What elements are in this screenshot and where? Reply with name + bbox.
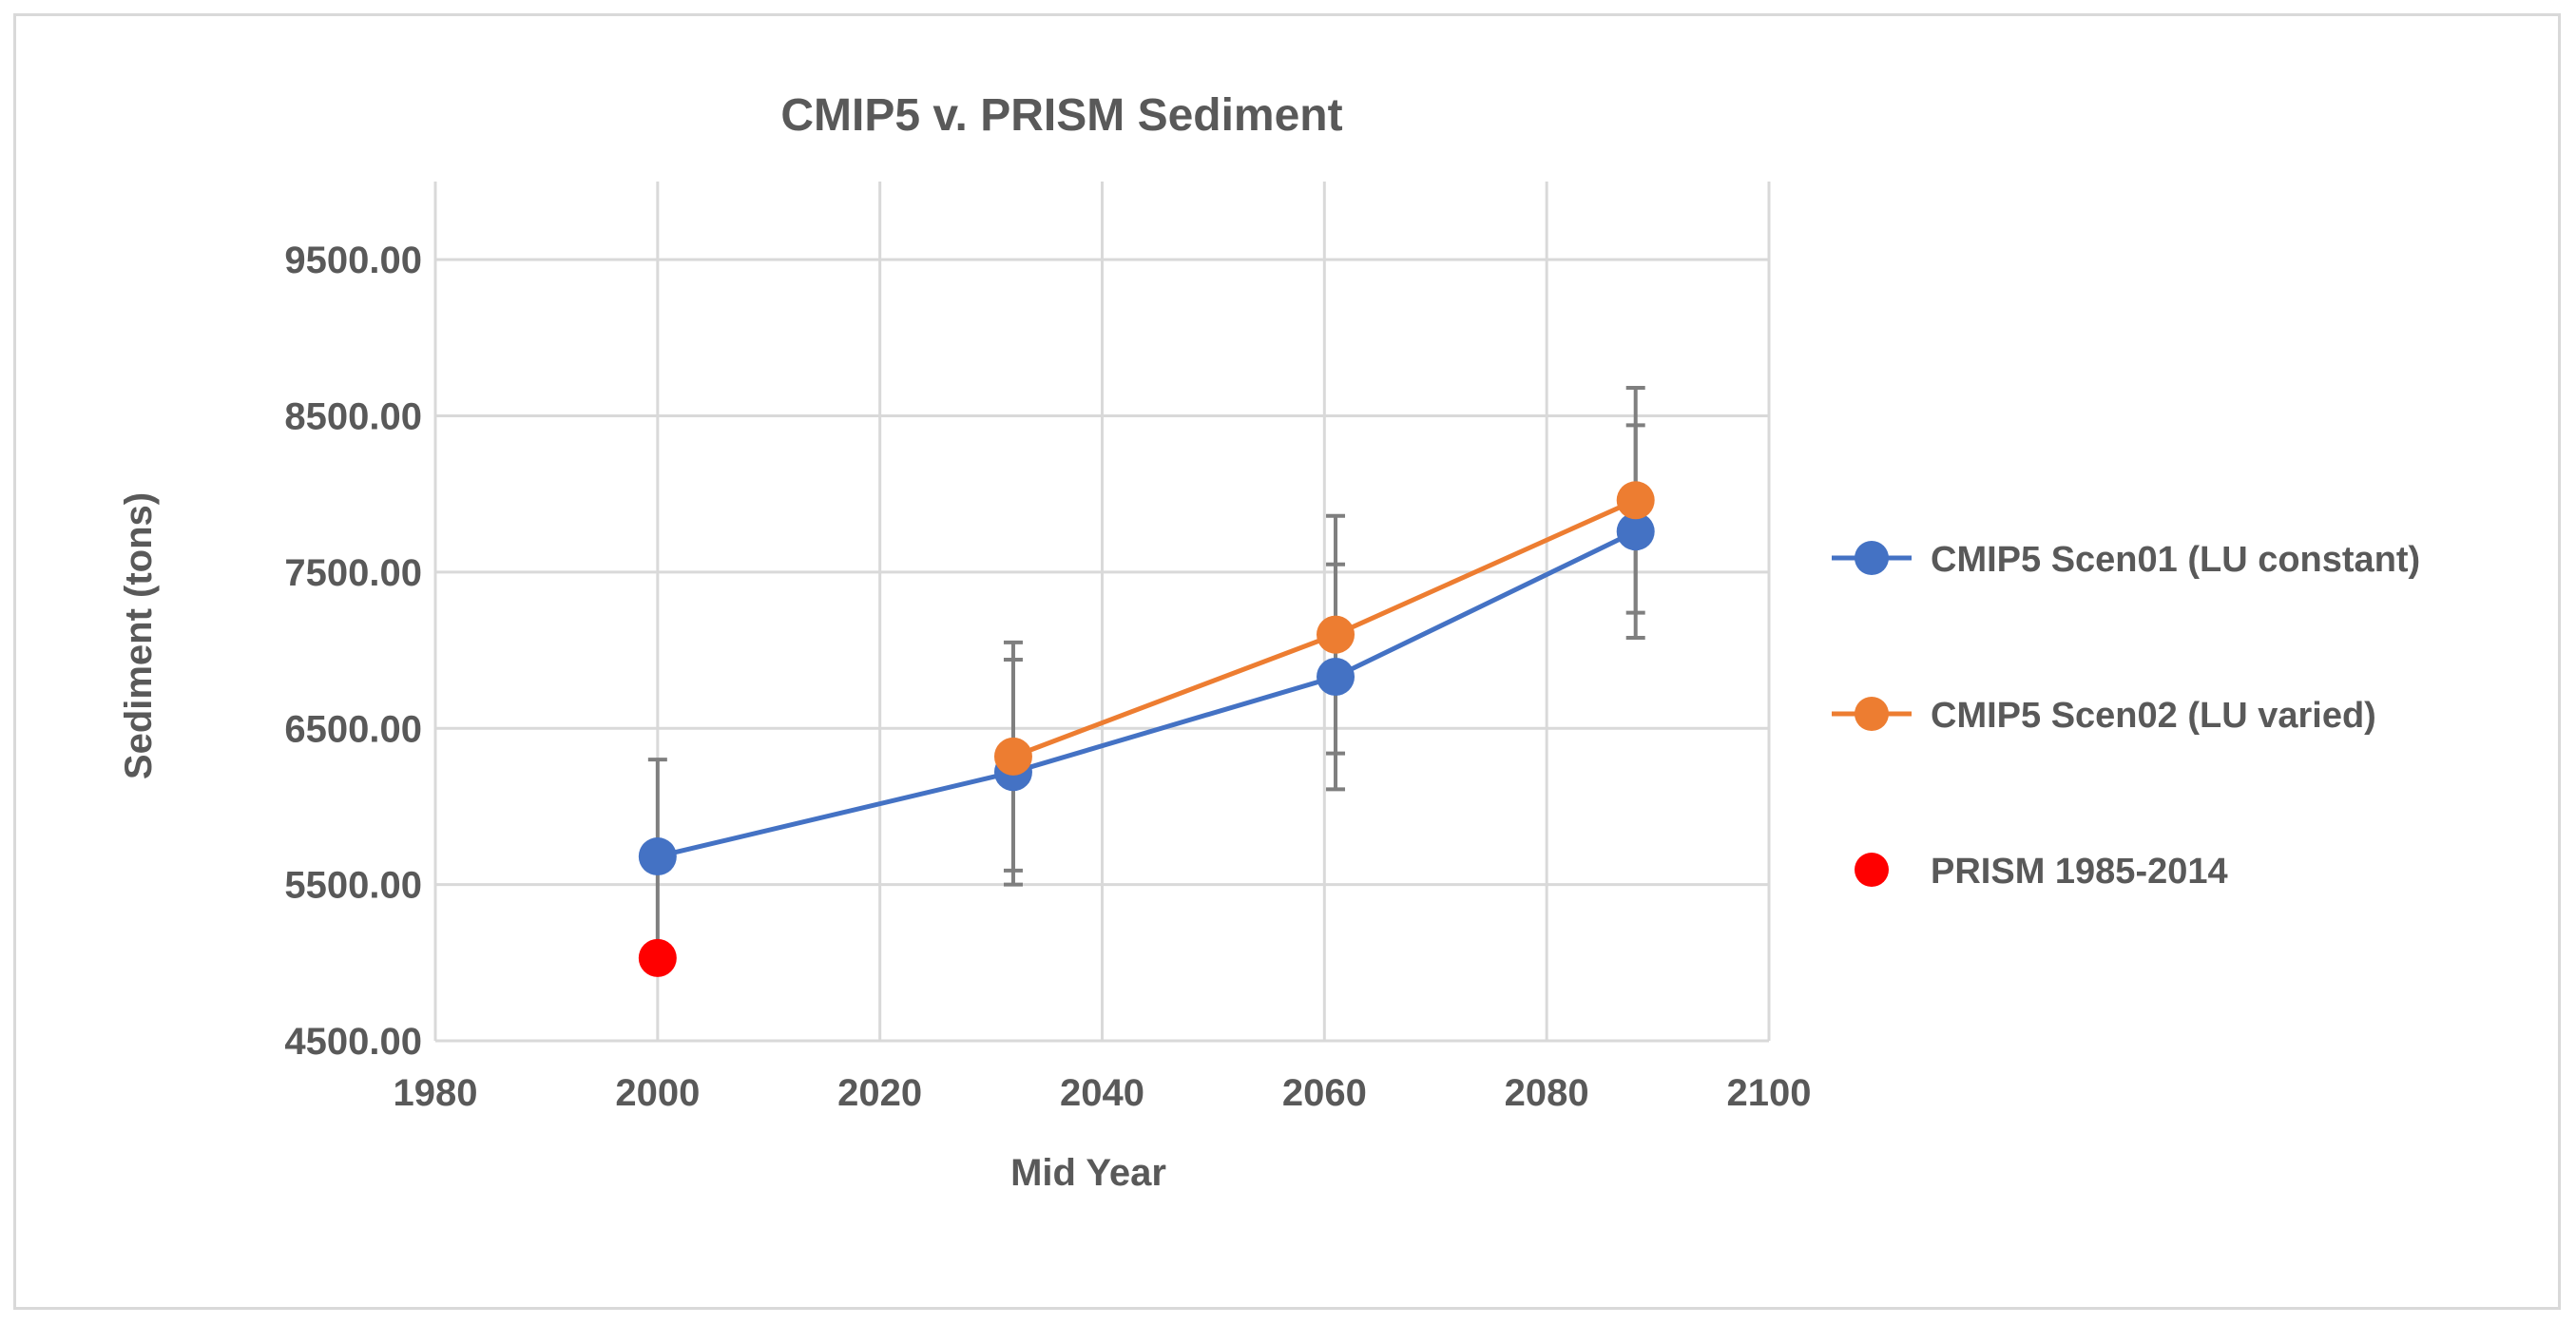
legend-marker [1855,697,1889,731]
data-point [638,938,677,977]
y-tick-label: 7500.00 [284,552,422,594]
y-tick-label: 9500.00 [284,240,422,281]
x-tick-label: 1980 [394,1072,478,1114]
series-markers [638,481,1655,977]
x-axis-label: Mid Year [1010,1152,1166,1194]
gridlines [433,182,1771,1043]
y-tick-label: 4500.00 [284,1021,422,1063]
chart: 1980 2000 2020 2040 2060 2080 2100 4500.00 5500.… [118,90,2420,1194]
legend-marker [1855,853,1889,887]
legend-label: CMIP5 Scen01 (LU constant) [1931,540,2420,580]
legend: CMIP5 Scen01 (LU constant) CMIP5 Scen02 (… [1832,540,2420,892]
tick-labels: 1980 2000 2020 2040 2060 2080 2100 4500.00 5500.… [284,240,1811,1114]
data-point [1317,658,1355,697]
series-lines [657,498,1637,859]
legend-marker [1855,541,1889,575]
x-tick-label: 2000 [615,1072,700,1114]
data-point [1317,615,1355,654]
series-line [657,528,1637,859]
data-point [1616,512,1655,551]
y-axis-label: Sediment (tons) [118,492,160,779]
data-point [1616,481,1655,520]
y-tick-label: 5500.00 [284,865,422,907]
x-tick-label: 2100 [1727,1072,1812,1114]
y-tick-label: 8500.00 [284,396,422,438]
x-tick-label: 2040 [1060,1072,1144,1114]
y-tick-label: 6500.00 [284,708,422,750]
x-tick-label: 2060 [1282,1072,1367,1114]
chart-title: CMIP5 v. PRISM Sediment [780,90,1342,141]
x-tick-label: 2020 [837,1072,922,1114]
legend-label: CMIP5 Scen02 (LU varied) [1931,696,2376,736]
data-point [993,737,1032,776]
legend-label: PRISM 1985-2014 [1931,852,2228,892]
chart-frame: 1980 2000 2020 2040 2060 2080 2100 4500.00 5500.… [13,13,2561,1310]
x-tick-label: 2080 [1505,1072,1589,1114]
error-bars [647,385,1645,955]
data-point [638,837,677,876]
